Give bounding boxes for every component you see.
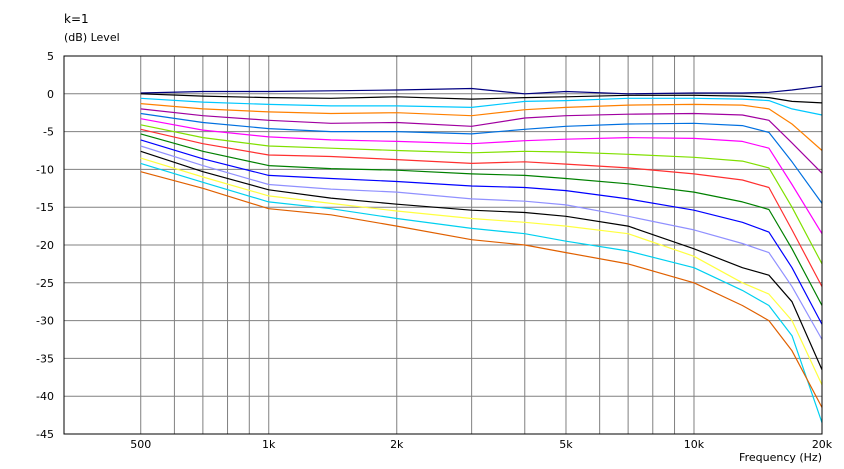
y-tick-label: -25: [36, 277, 54, 290]
series-line-7: [140, 118, 823, 235]
series-lines: [140, 85, 823, 423]
y-tick-label: -5: [43, 126, 54, 139]
y-tick-label: -40: [36, 390, 54, 403]
chart-title: k=1: [64, 12, 89, 26]
y-tick-label: -15: [36, 201, 54, 214]
y-tick-label: -10: [36, 163, 54, 176]
x-tick-label: 20k: [812, 438, 833, 451]
y-tick-label: -45: [36, 428, 54, 441]
y-tick-labels: 5 0 -5 -10 -15 -20 -25 -30 -35 -40 -45: [36, 50, 54, 441]
series-line-8: [140, 124, 823, 265]
series-line-10: [140, 133, 823, 306]
y-tick-label: 5: [47, 50, 54, 63]
series-line-5: [140, 108, 823, 174]
y-tick-label: -20: [36, 239, 54, 252]
y-axis-label: (dB) Level: [64, 31, 120, 44]
series-line-11: [140, 139, 823, 325]
x-tick-labels: 500 1k 2k 5k 10k 20k: [130, 438, 833, 451]
y-tick-label: 0: [47, 88, 54, 101]
series-line-12: [140, 145, 823, 340]
x-axis-label: Frequency (Hz): [739, 451, 822, 464]
x-tick-label: 500: [130, 438, 151, 451]
y-tick-label: -35: [36, 352, 54, 365]
y-tick-label: -30: [36, 315, 54, 328]
x-tick-label: 10k: [684, 438, 705, 451]
series-line-4: [140, 103, 823, 151]
series-line-13: [140, 150, 823, 370]
series-line-3: [140, 97, 823, 116]
series-line-16: [140, 171, 823, 408]
series-line-9: [140, 128, 823, 287]
grid: [64, 55, 823, 435]
plot-frame: [63, 55, 823, 435]
series-line-15: [140, 162, 823, 423]
series-line-6: [140, 112, 823, 204]
x-tick-label: 5k: [559, 438, 573, 451]
series-line-1: [140, 85, 823, 95]
x-tick-label: 2k: [390, 438, 404, 451]
series-line-2: [140, 93, 823, 104]
series-line-14: [140, 157, 823, 386]
x-tick-label: 1k: [262, 438, 276, 451]
